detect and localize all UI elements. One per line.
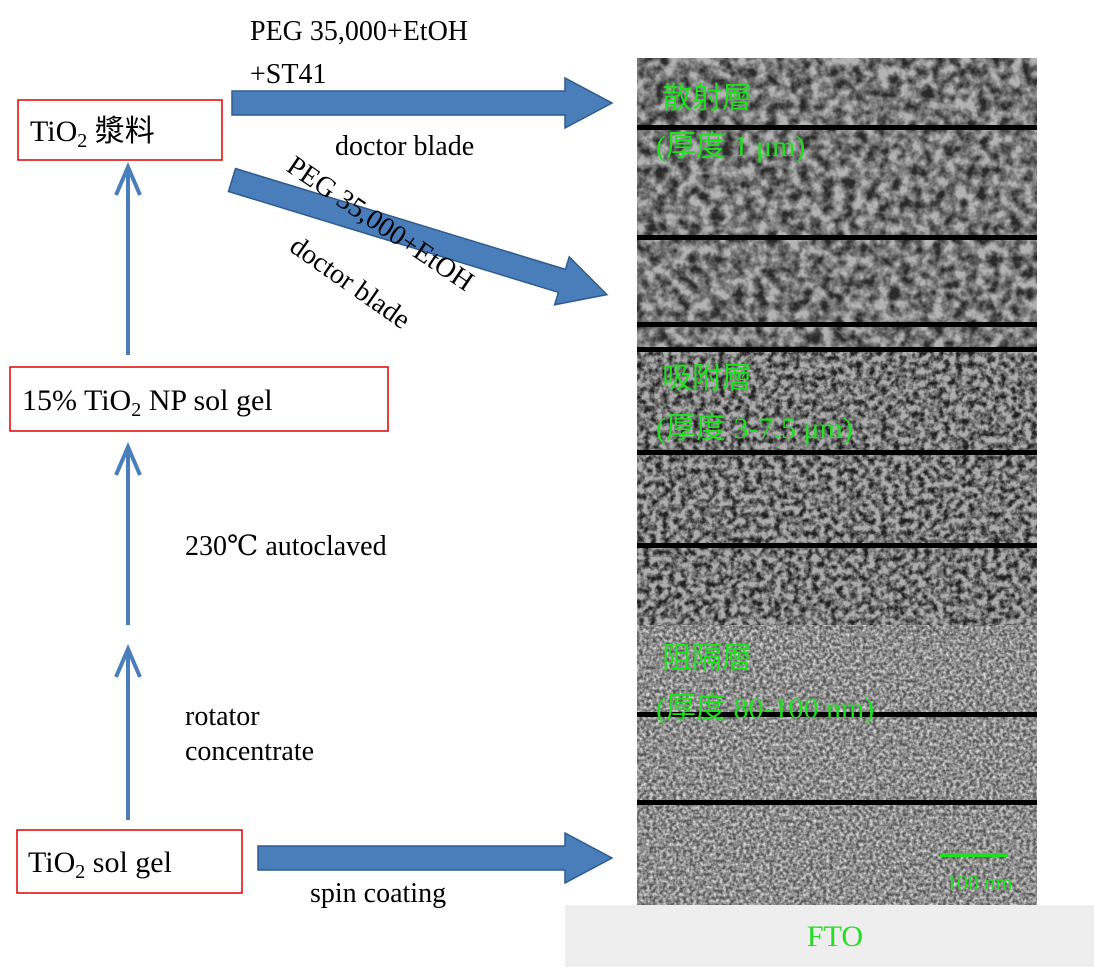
- label: +ST41: [250, 59, 326, 90]
- vertical-arrows: [116, 167, 140, 820]
- layer-thickness: (厚度 3-7.5 μm): [656, 412, 853, 445]
- diagram: PEG 35,000+EtOH +ST41 doctor blade PEG 3…: [0, 0, 1094, 980]
- scale-bar-label: 100 nm: [946, 870, 1013, 895]
- substrate-label: FTO: [807, 920, 863, 953]
- layer-thickness: (厚度 80-100 nm): [656, 692, 874, 725]
- layer-name: 散射層: [662, 82, 752, 115]
- sem-image: [637, 58, 1037, 910]
- node: 15% TiO2 NP sol gel: [22, 384, 273, 421]
- layer-name: 吸附層: [662, 362, 752, 395]
- node: TiO2 sol gel: [28, 846, 172, 883]
- label: spin coating: [310, 878, 446, 909]
- label: PEG 35,000+EtOH: [281, 150, 479, 298]
- layer-name: 阻隔層: [662, 642, 752, 675]
- step: 230℃ autoclaved: [185, 531, 387, 562]
- label: doctor blade: [335, 131, 474, 162]
- step: concentrate: [185, 736, 314, 767]
- node: TiO2 漿料: [30, 115, 155, 152]
- step: rotator: [185, 701, 260, 732]
- label: PEG 35,000+EtOH: [250, 16, 468, 47]
- layer-thickness: (厚度 1 μm): [656, 130, 805, 163]
